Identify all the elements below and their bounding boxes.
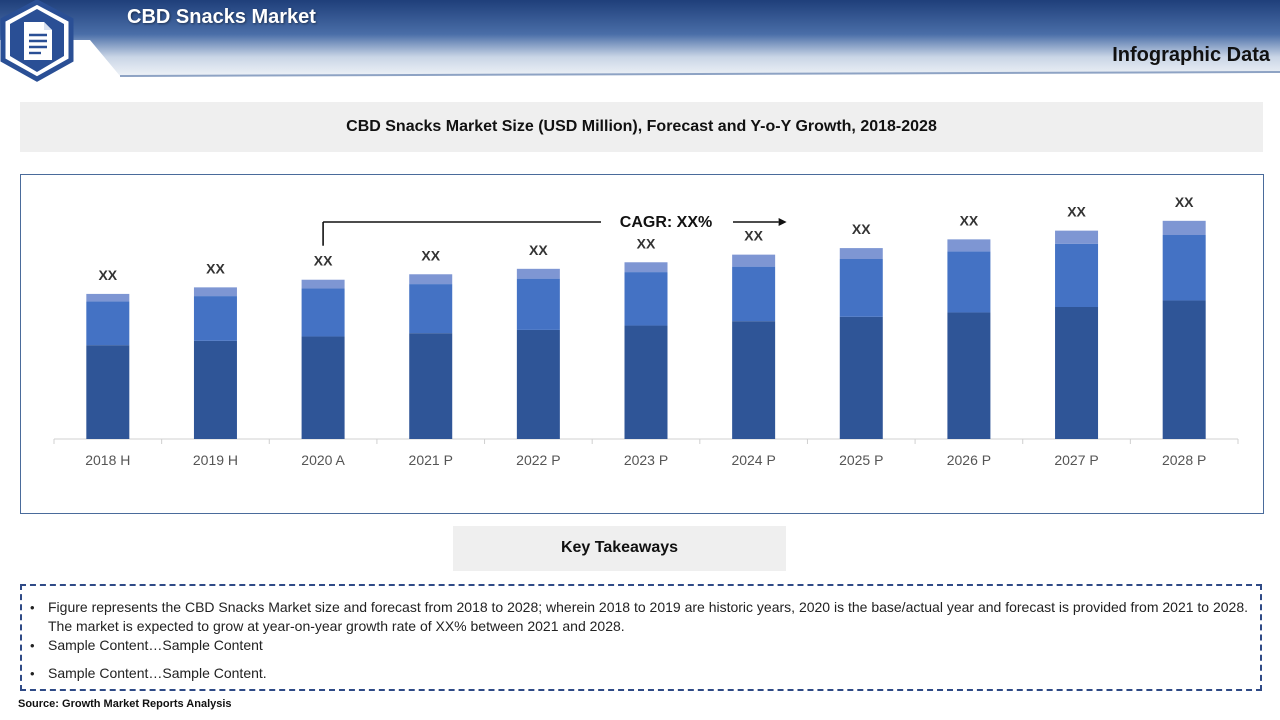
bar-segment-2 <box>516 278 560 330</box>
document-icon <box>0 0 74 82</box>
source-note: Source: Growth Market Reports Analysis <box>18 698 232 710</box>
page-subtitle: Infographic Data <box>1112 44 1270 66</box>
x-tick-label: 2026 P <box>947 452 991 468</box>
data-label: XX <box>529 242 548 258</box>
data-label: XX <box>206 260 225 276</box>
bar-segment-2 <box>86 301 130 346</box>
bullet-icon: • <box>30 666 35 681</box>
bar-segment-1 <box>624 325 668 439</box>
data-label: XX <box>852 221 871 237</box>
bar-segment-3 <box>301 279 345 289</box>
bar-segment-1 <box>839 316 883 439</box>
data-label: XX <box>637 235 656 251</box>
bar-segment-1 <box>409 333 453 439</box>
bar-segment-3 <box>732 254 776 267</box>
x-tick-label: 2027 P <box>1054 452 1098 468</box>
bar-segment-3 <box>624 262 668 273</box>
x-tick-label: 2022 P <box>516 452 560 468</box>
bar-segment-3 <box>516 268 560 279</box>
x-tick-label: 2028 P <box>1162 452 1206 468</box>
bar-segment-2 <box>732 266 776 322</box>
data-label: XX <box>98 267 117 283</box>
bar-segment-1 <box>1162 300 1206 439</box>
bar-chart: XX 2018 H XX 2019 H XX 2020 A XX 2021 P XX 2022 P… <box>53 194 1239 468</box>
bar-segment-3 <box>839 248 883 259</box>
x-tick-label: 2020 A <box>301 452 345 468</box>
data-label: XX <box>744 228 763 244</box>
bar-segment-1 <box>1055 307 1099 439</box>
bullet-icon: • <box>30 600 35 615</box>
bar-segment-1 <box>516 329 560 439</box>
cagr-arrowhead-icon <box>778 218 787 226</box>
bar-segment-2 <box>301 288 345 337</box>
bar-segment-2 <box>1162 235 1206 301</box>
page-title: CBD Snacks Market <box>127 6 316 28</box>
bar-segment-3 <box>409 274 453 285</box>
bullet-icon: • <box>30 638 35 653</box>
data-label: XX <box>1067 204 1086 220</box>
takeaway-item: Figure represents the CBD Snacks Market … <box>48 599 1249 634</box>
key-takeaways-header: Key Takeaways <box>453 526 786 571</box>
bar-segment-1 <box>86 345 130 439</box>
header-banner: CBD Snacks Market Infographic Data <box>0 0 1280 82</box>
x-tick-label: 2018 H <box>85 452 130 468</box>
chart-panel: XX 2018 H XX 2019 H XX 2020 A XX 2021 P XX 2022 P… <box>20 174 1264 514</box>
x-tick-label: 2019 H <box>193 452 238 468</box>
chart-title: CBD Snacks Market Size (USD Million), Fo… <box>346 118 937 135</box>
bar-segment-3 <box>86 293 130 302</box>
data-label: XX <box>421 247 440 263</box>
x-tick-label: 2024 P <box>731 452 775 468</box>
bar-segment-2 <box>947 251 991 313</box>
x-tick-label: 2021 P <box>409 452 453 468</box>
header-banner-background <box>0 0 1280 77</box>
bar-segment-1 <box>732 321 776 439</box>
bar-segment-1 <box>301 336 345 439</box>
bar-segment-2 <box>193 296 237 341</box>
bar-segment-3 <box>1055 230 1099 244</box>
bar-segment-2 <box>409 284 453 334</box>
x-tick-label: 2023 P <box>624 452 668 468</box>
bar-segment-3 <box>947 239 991 252</box>
x-tick-label: 2025 P <box>839 452 883 468</box>
bar-segment-2 <box>839 259 883 317</box>
bar-segment-1 <box>193 340 237 439</box>
bar-segment-3 <box>1162 220 1206 235</box>
cagr-label: CAGR: XX% <box>620 214 712 231</box>
data-label: XX <box>960 212 979 228</box>
bar-segment-3 <box>193 287 237 297</box>
chart-title-bar: CBD Snacks Market Size (USD Million), Fo… <box>20 102 1263 152</box>
bar-segment-1 <box>947 312 991 439</box>
takeaway-item: Sample Content…Sample Content. <box>48 665 267 681</box>
takeaway-item: Sample Content…Sample Content <box>48 637 263 653</box>
bar-segment-2 <box>1055 243 1099 307</box>
bar-segment-2 <box>624 272 668 326</box>
takeaways-list: • Figure represents the CBD Snacks Marke… <box>20 584 1262 691</box>
data-label: XX <box>314 253 333 269</box>
data-label: XX <box>1175 194 1194 210</box>
key-takeaways-title: Key Takeaways <box>560 539 679 556</box>
